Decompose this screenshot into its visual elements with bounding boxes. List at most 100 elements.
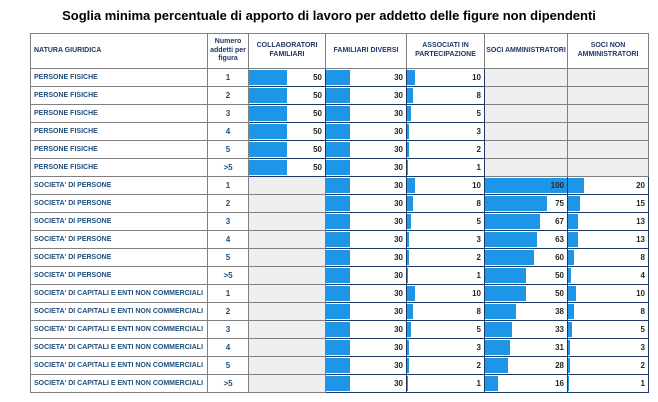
cell-collaboratori-familiari: 50 bbox=[248, 122, 326, 141]
cell-value-text: 10 bbox=[472, 181, 481, 190]
cell-empty bbox=[484, 122, 568, 141]
table-row: SOCIETA' DI CAPITALI E ENTI NON COMMERCI… bbox=[30, 284, 649, 303]
cell-natura-giuridica: SOCIETA' DI CAPITALI E ENTI NON COMMERCI… bbox=[30, 284, 208, 303]
cell-soci-non-amministratori: 10 bbox=[567, 284, 649, 303]
table-row: SOCIETA' DI PERSONE 4 30 3 63 13 bbox=[30, 230, 649, 249]
cell-familiari-diversi: 30 bbox=[325, 302, 407, 321]
cell-numero-addetti: 5 bbox=[207, 248, 249, 267]
cell-natura-giuridica: PERSONE FISICHE bbox=[30, 104, 208, 123]
table-row: SOCIETA' DI CAPITALI E ENTI NON COMMERCI… bbox=[30, 374, 649, 393]
table-row: SOCIETA' DI CAPITALI E ENTI NON COMMERCI… bbox=[30, 356, 649, 375]
cell-numero-addetti: >5 bbox=[207, 158, 249, 177]
cell-value-text: 30 bbox=[394, 91, 403, 100]
table-row: SOCIETA' DI PERSONE 5 30 2 60 8 bbox=[30, 248, 649, 267]
cell-value-text: 75 bbox=[555, 199, 564, 208]
data-bar bbox=[326, 160, 350, 175]
data-bar bbox=[326, 88, 350, 103]
data-bar bbox=[326, 358, 350, 373]
cell-value-text: 30 bbox=[394, 379, 403, 388]
data-bar bbox=[485, 178, 567, 193]
data-bar bbox=[485, 214, 540, 229]
cell-value-text: 10 bbox=[636, 289, 645, 298]
cell-value-text: 3 bbox=[476, 343, 481, 352]
cell-soci-amministratori: 16 bbox=[484, 374, 568, 393]
cell-empty bbox=[484, 104, 568, 123]
databar-table: NATURA GIURIDICA Numero addetti per figur… bbox=[30, 33, 649, 393]
cell-numero-addetti: 1 bbox=[207, 284, 249, 303]
cell-soci-non-amministratori: 13 bbox=[567, 230, 649, 249]
data-bar bbox=[407, 124, 410, 139]
cell-empty bbox=[248, 176, 326, 195]
data-bar bbox=[326, 196, 350, 211]
cell-value-text: 50 bbox=[555, 289, 564, 298]
cell-familiari-diversi: 30 bbox=[325, 230, 407, 249]
data-bar bbox=[249, 160, 287, 175]
cell-value-text: 30 bbox=[394, 127, 403, 136]
cell-value-text: 50 bbox=[313, 127, 322, 136]
data-bar bbox=[407, 250, 409, 265]
data-bar bbox=[326, 106, 350, 121]
cell-value-text: 4 bbox=[640, 271, 645, 280]
cell-natura-giuridica: SOCIETA' DI PERSONE bbox=[30, 212, 208, 231]
cell-value-text: 38 bbox=[555, 307, 564, 316]
table-body: PERSONE FISICHE 1 50 30 10 PERSONE FISICHE 2 50… bbox=[30, 68, 649, 393]
cell-value-text: 8 bbox=[640, 253, 645, 262]
cell-collaboratori-familiari: 50 bbox=[248, 140, 326, 159]
cell-familiari-diversi: 30 bbox=[325, 374, 407, 393]
cell-numero-addetti: 1 bbox=[207, 68, 249, 87]
table-row: SOCIETA' DI PERSONE 1 30 10 100 20 bbox=[30, 176, 649, 195]
cell-numero-addetti: 5 bbox=[207, 140, 249, 159]
cell-empty bbox=[248, 284, 326, 303]
data-bar bbox=[485, 232, 537, 247]
cell-natura-giuridica: SOCIETA' DI CAPITALI E ENTI NON COMMERCI… bbox=[30, 356, 208, 375]
table-row: PERSONE FISICHE 1 50 30 10 bbox=[30, 68, 649, 87]
cell-associati-in-partecipazione: 10 bbox=[406, 176, 485, 195]
data-bar bbox=[568, 268, 572, 283]
data-bar bbox=[407, 214, 411, 229]
cell-value-text: 5 bbox=[476, 217, 481, 226]
cell-value-text: 30 bbox=[394, 289, 403, 298]
cell-value-text: 100 bbox=[550, 181, 564, 190]
table-row: SOCIETA' DI PERSONE >5 30 1 50 4 bbox=[30, 266, 649, 285]
header-cell-familiari-diversi: FAMILIARI DIVERSI bbox=[325, 33, 407, 69]
cell-associati-in-partecipazione: 5 bbox=[406, 104, 485, 123]
cell-associati-in-partecipazione: 8 bbox=[406, 302, 485, 321]
cell-value-text: 5 bbox=[476, 325, 481, 334]
cell-associati-in-partecipazione: 2 bbox=[406, 248, 485, 267]
data-bar bbox=[568, 178, 584, 193]
cell-numero-addetti: 3 bbox=[207, 212, 249, 231]
cell-familiari-diversi: 30 bbox=[325, 284, 407, 303]
table-row: PERSONE FISICHE 2 50 30 8 bbox=[30, 86, 649, 105]
cell-value-text: 15 bbox=[636, 199, 645, 208]
cell-value-text: 30 bbox=[394, 253, 403, 262]
data-bar bbox=[326, 70, 350, 85]
cell-value-text: 3 bbox=[476, 235, 481, 244]
data-bar bbox=[249, 88, 287, 103]
cell-collaboratori-familiari: 50 bbox=[248, 86, 326, 105]
data-bar bbox=[407, 358, 409, 373]
data-bar bbox=[407, 268, 408, 283]
table-row: SOCIETA' DI PERSONE 3 30 5 67 13 bbox=[30, 212, 649, 231]
data-bar bbox=[326, 124, 350, 139]
cell-value-text: 1 bbox=[476, 271, 481, 280]
data-bar bbox=[407, 178, 415, 193]
cell-numero-addetti: 2 bbox=[207, 86, 249, 105]
cell-soci-non-amministratori: 5 bbox=[567, 320, 649, 339]
cell-empty bbox=[567, 122, 649, 141]
data-bar bbox=[568, 250, 575, 265]
cell-familiari-diversi: 30 bbox=[325, 194, 407, 213]
cell-value-text: 10 bbox=[472, 289, 481, 298]
cell-natura-giuridica: SOCIETA' DI CAPITALI E ENTI NON COMMERCI… bbox=[30, 302, 208, 321]
data-bar bbox=[326, 178, 350, 193]
cell-natura-giuridica: SOCIETA' DI PERSONE bbox=[30, 266, 208, 285]
cell-value-text: 30 bbox=[394, 307, 403, 316]
table-row: SOCIETA' DI CAPITALI E ENTI NON COMMERCI… bbox=[30, 338, 649, 357]
data-bar bbox=[485, 340, 511, 355]
cell-empty bbox=[567, 158, 649, 177]
cell-soci-non-amministratori: 2 bbox=[567, 356, 649, 375]
data-bar bbox=[407, 322, 411, 337]
cell-soci-amministratori: 63 bbox=[484, 230, 568, 249]
cell-familiari-diversi: 30 bbox=[325, 248, 407, 267]
data-bar bbox=[407, 376, 408, 391]
cell-associati-in-partecipazione: 3 bbox=[406, 338, 485, 357]
